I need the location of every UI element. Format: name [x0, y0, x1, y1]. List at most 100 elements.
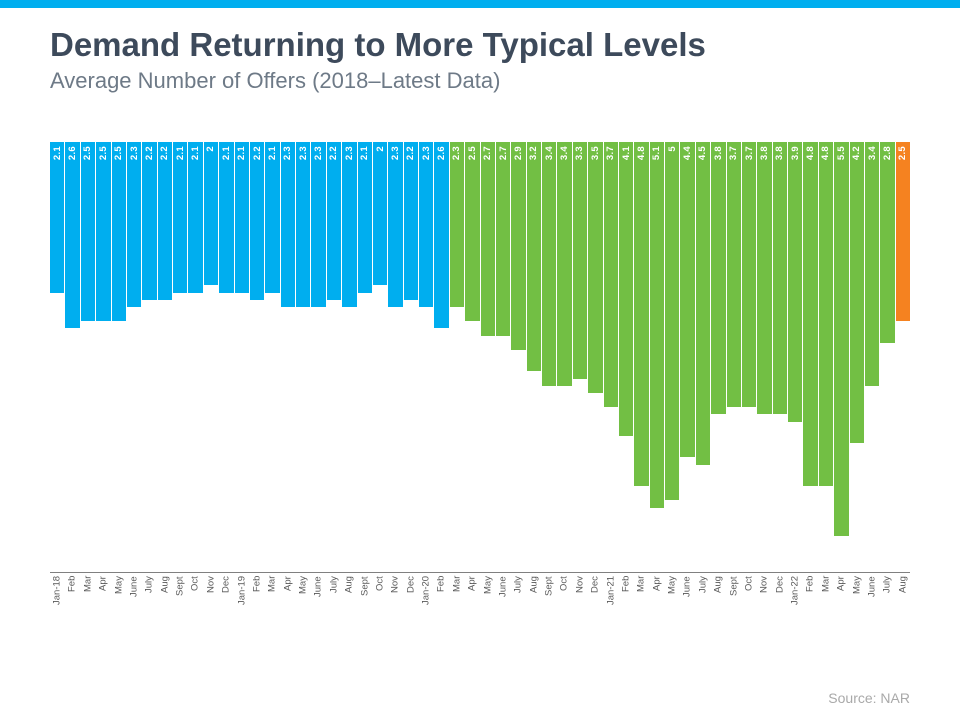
bar-wrap: 2.1 [358, 142, 372, 572]
bar: 2.1 [358, 142, 372, 293]
bar: 2.2 [142, 142, 156, 300]
bar-value-label: 2.3 [421, 146, 432, 160]
x-axis-label: May [112, 576, 126, 622]
bar-wrap: 2.6 [434, 142, 448, 572]
x-axis-label: Mar [634, 576, 648, 622]
bar-value-label: 2.3 [129, 146, 140, 160]
bar: 2.5 [465, 142, 479, 321]
bar-wrap: 2.5 [112, 142, 126, 572]
bar-value-label: 4.5 [697, 146, 708, 160]
bar: 2 [373, 142, 387, 285]
bar-wrap: 2.9 [511, 142, 525, 572]
bar-wrap: 3.5 [588, 142, 602, 572]
x-axis-label: Aug [342, 576, 356, 622]
bar-value-label: 4.4 [682, 146, 693, 160]
bar-wrap: 3.7 [604, 142, 618, 572]
bar-wrap: 2.5 [96, 142, 110, 572]
bar: 2.9 [511, 142, 525, 350]
bar-value-label: 2.7 [482, 146, 493, 160]
bar: 2.3 [342, 142, 356, 307]
bar-wrap: 2.3 [127, 142, 141, 572]
bar-value-label: 2.1 [236, 146, 247, 160]
bar-value-label: 3.2 [528, 146, 539, 160]
x-axis-label: Apr [650, 576, 664, 622]
x-axis-label: Sept [727, 576, 741, 622]
bar-wrap: 4.2 [850, 142, 864, 572]
x-axis-label: July [327, 576, 341, 622]
x-axis-label: May [850, 576, 864, 622]
bar: 2.3 [281, 142, 295, 307]
bar-value-label: 2.6 [67, 146, 78, 160]
bar-wrap: 2.3 [388, 142, 402, 572]
bar: 4.8 [634, 142, 648, 486]
x-axis-label: Feb [250, 576, 264, 622]
bar: 3.4 [542, 142, 556, 386]
bar-value-label: 2.1 [267, 146, 278, 160]
bar-value-label: 3.5 [590, 146, 601, 160]
bar-wrap: 3.7 [727, 142, 741, 572]
x-axis-label: Apr [281, 576, 295, 622]
bar-wrap: 2.2 [250, 142, 264, 572]
bar-value-label: 3.7 [605, 146, 616, 160]
x-axis-label: June [496, 576, 510, 622]
bar-value-label: 3.7 [728, 146, 739, 160]
bar-value-label: 3.4 [559, 146, 570, 160]
x-axis-label: July [880, 576, 894, 622]
bar-value-label: 4.8 [636, 146, 647, 160]
x-axis-label: Dec [773, 576, 787, 622]
bar-wrap: 2.1 [50, 142, 64, 572]
bar-wrap: 2.5 [81, 142, 95, 572]
x-axis-label: July [511, 576, 525, 622]
bar: 2.1 [188, 142, 202, 293]
bar: 2.6 [434, 142, 448, 328]
bar-value-label: 2.8 [882, 146, 893, 160]
bar: 2.8 [880, 142, 894, 343]
x-axis-label: Feb [619, 576, 633, 622]
x-axis-label: Aug [158, 576, 172, 622]
bar: 2.5 [896, 142, 910, 321]
bar-wrap: 2 [204, 142, 218, 572]
bar-value-label: 2.9 [513, 146, 524, 160]
bar-wrap: 4.4 [680, 142, 694, 572]
bar: 3.8 [773, 142, 787, 414]
bar: 3.4 [557, 142, 571, 386]
source-attribution: Source: NAR [0, 686, 960, 720]
x-axis-label: Aug [527, 576, 541, 622]
x-axis-label: June [680, 576, 694, 622]
bar-value-label: 2.1 [52, 146, 63, 160]
bar-wrap: 5 [665, 142, 679, 572]
x-axis-label: Oct [188, 576, 202, 622]
bar-value-label: 2.5 [82, 146, 93, 160]
x-axis-label: Oct [742, 576, 756, 622]
x-axis-label: Mar [819, 576, 833, 622]
bar-wrap: 2.2 [327, 142, 341, 572]
bar-value-label: 3.9 [790, 146, 801, 160]
bar-value-label: 2.2 [405, 146, 416, 160]
x-axis-label: Jan-19 [235, 576, 249, 622]
bar-wrap: 2.3 [296, 142, 310, 572]
bar-wrap: 3.9 [788, 142, 802, 572]
x-axis-label: Nov [757, 576, 771, 622]
bar-value-label: 2.1 [175, 146, 186, 160]
bar-wrap: 2.1 [235, 142, 249, 572]
bar-wrap: 2.1 [188, 142, 202, 572]
bar: 2.1 [219, 142, 233, 293]
bar-wrap: 2.3 [419, 142, 433, 572]
x-axis-line [50, 572, 910, 573]
bar: 2.7 [496, 142, 510, 336]
bar-wrap: 2.3 [281, 142, 295, 572]
x-axis-label: Feb [65, 576, 79, 622]
bar: 2.3 [127, 142, 141, 307]
bar-wrap: 3.7 [742, 142, 756, 572]
x-axis-label: Aug [896, 576, 910, 622]
bar: 3.4 [865, 142, 879, 386]
x-axis-label: Feb [434, 576, 448, 622]
bar-wrap: 2.7 [481, 142, 495, 572]
bar-wrap: 2.5 [896, 142, 910, 572]
bar-wrap: 3.8 [773, 142, 787, 572]
x-axis-label: Nov [573, 576, 587, 622]
bar-wrap: 2.3 [450, 142, 464, 572]
bar: 4.1 [619, 142, 633, 436]
x-axis-label: July [142, 576, 156, 622]
bar-value-label: 2.3 [344, 146, 355, 160]
